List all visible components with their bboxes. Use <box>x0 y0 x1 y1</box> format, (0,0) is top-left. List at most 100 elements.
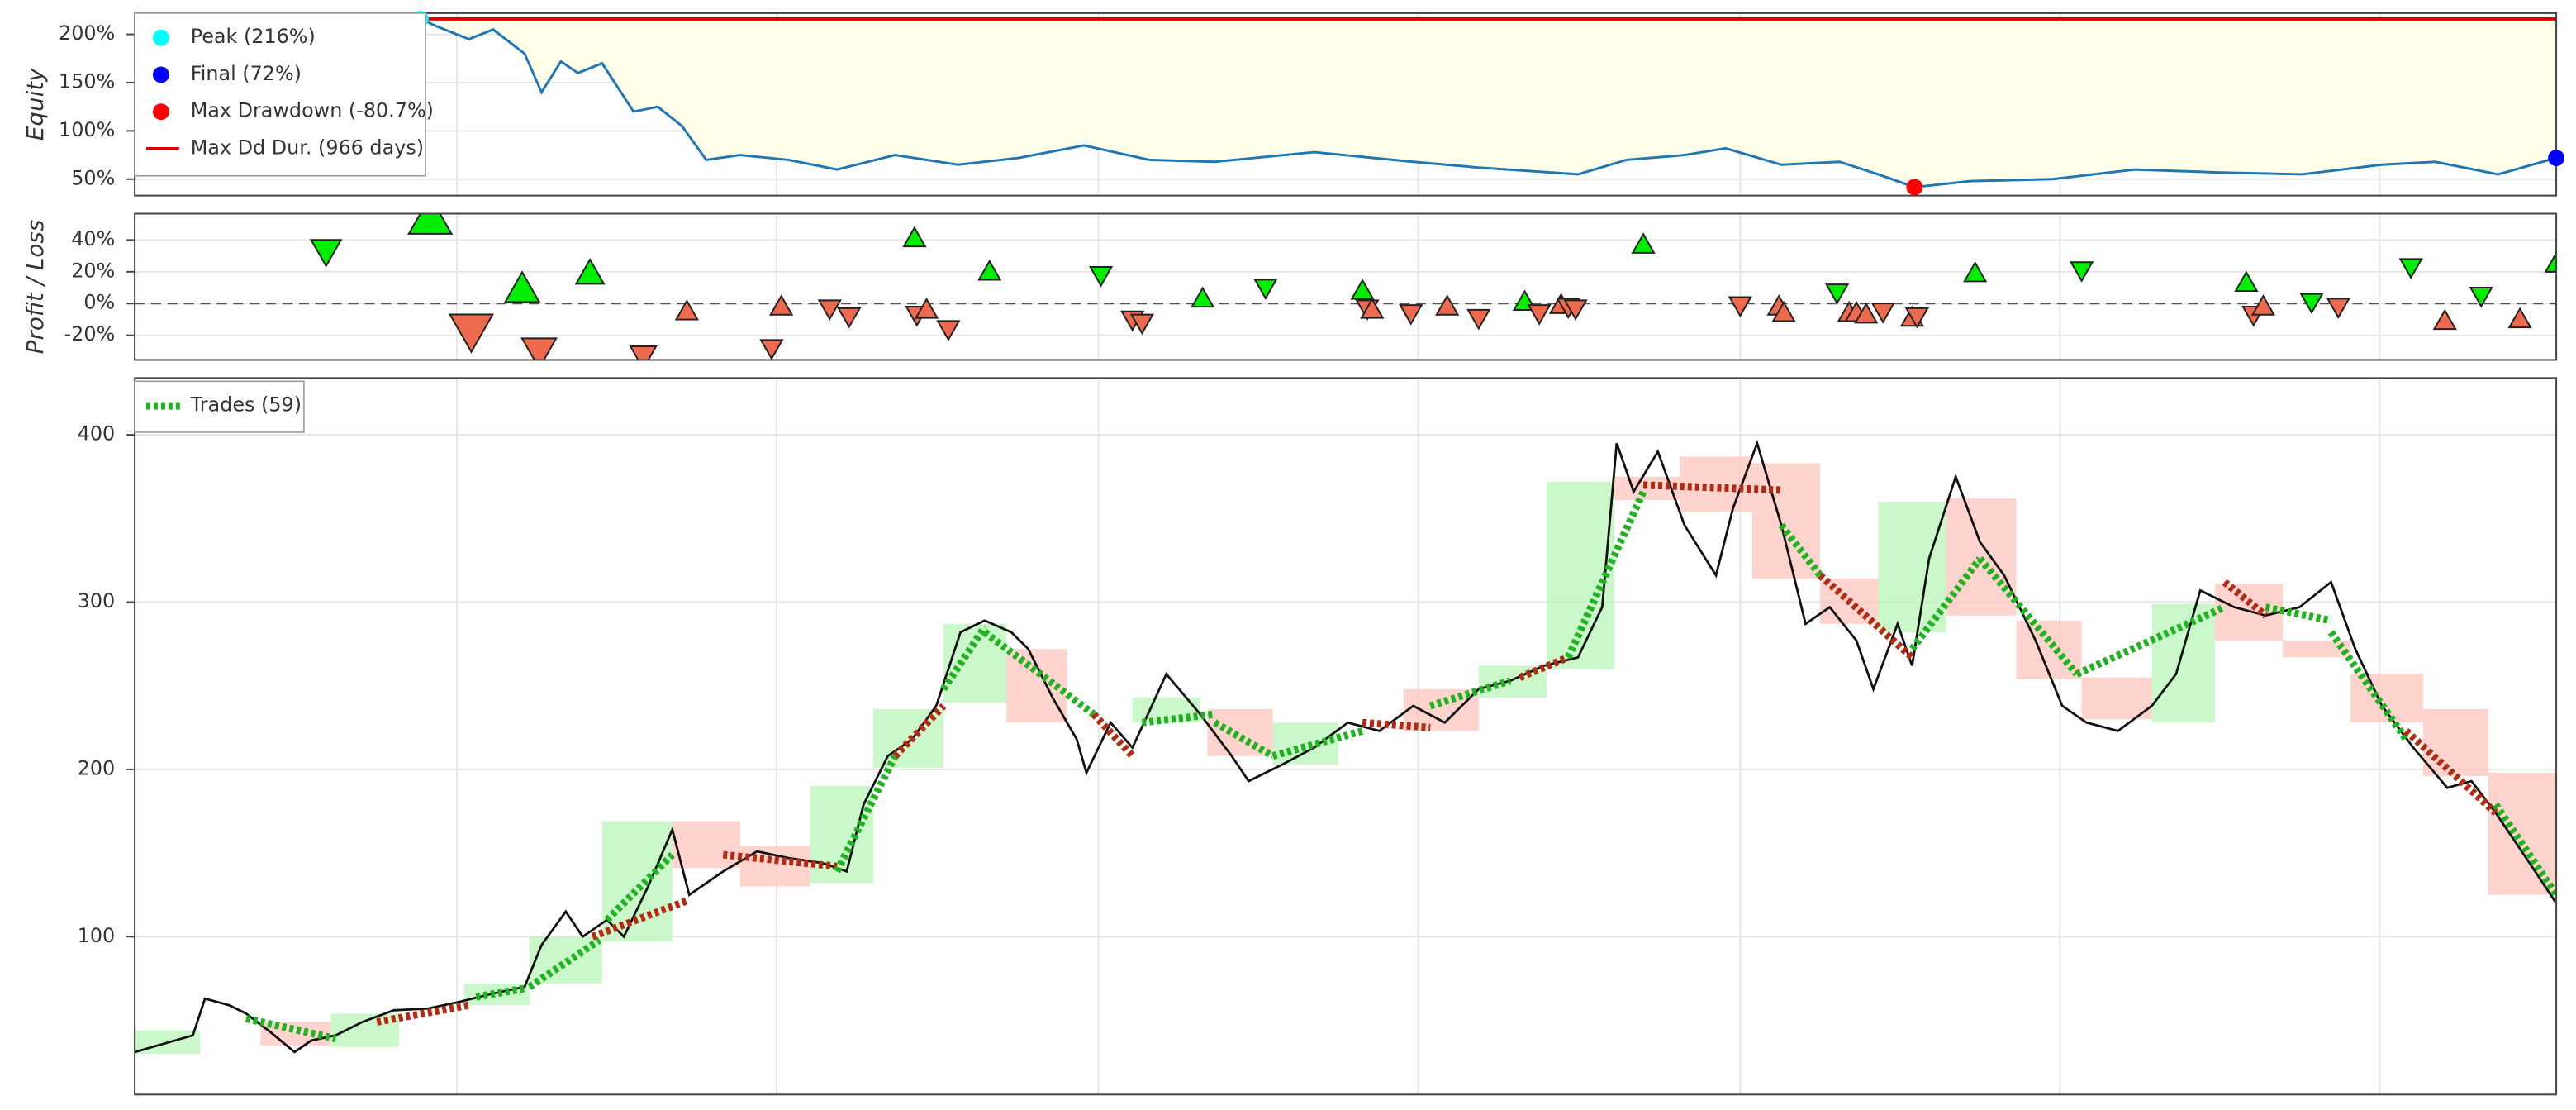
trade-line <box>2493 802 2557 898</box>
equity-line <box>135 17 2557 188</box>
plot-area <box>135 213 2557 360</box>
trade-pl-marker <box>1399 304 1423 326</box>
trade-line <box>940 625 988 692</box>
trade-pl-marker <box>448 313 495 354</box>
trade-pl-marker <box>1771 300 1796 322</box>
trade-pl-marker <box>1963 260 1988 283</box>
panel: 40% 20% 0% -20% Profit / Loss <box>21 212 2558 361</box>
trade-line <box>1091 712 1135 759</box>
drawdown-area <box>135 18 2557 188</box>
equity-point <box>1906 179 1923 196</box>
trade-line <box>982 629 1096 717</box>
trade-line <box>1642 481 1782 494</box>
trade-line <box>475 984 525 1001</box>
ohlc-box <box>1878 502 1946 632</box>
trade-line <box>604 851 675 923</box>
trade-line <box>2075 603 2227 678</box>
ohlc-box <box>1751 463 1821 579</box>
panel: 50% 100% 150% 200% Equity Peak (216%) Final (7… <box>21 10 2565 197</box>
trade-line <box>2403 728 2498 816</box>
trade-pl-marker <box>769 294 794 316</box>
trade-pl-marker <box>2299 293 2324 315</box>
trade-pl-marker <box>2544 251 2557 273</box>
trade-pl-marker <box>2234 270 2259 292</box>
y-tick-label: 400 <box>78 422 116 445</box>
trade-pl-marker <box>629 345 658 360</box>
legend-label: Max Dd Dur. (966 days) <box>191 136 424 159</box>
y-tick-label: 0% <box>83 291 115 314</box>
legend-label: Final (72%) <box>191 62 302 85</box>
trade-line <box>1362 718 1431 731</box>
trade-pl-marker <box>914 298 939 319</box>
legend: Trades (59) <box>134 380 305 433</box>
trade-line <box>2265 603 2332 625</box>
trade-line <box>1818 572 1915 660</box>
trade-line <box>1141 710 1215 727</box>
ohlc-box <box>2151 603 2215 723</box>
y-axis-label: Profit / Loss <box>21 220 49 355</box>
legend: Peak (216%) Final (72%) Max Drawdown (-80.… <box>134 12 434 177</box>
y-tick-label: 200 <box>78 756 116 779</box>
trade-pl-marker <box>2469 286 2493 308</box>
y-tick-label: 150% <box>59 69 115 93</box>
trade-pl-marker <box>309 239 343 268</box>
y-tick-label: -20% <box>64 322 116 345</box>
panel-border <box>134 377 2558 1096</box>
trade-line <box>1565 490 1647 660</box>
y-axis-label: Equity <box>21 68 49 141</box>
legend-symbol <box>152 103 169 121</box>
trade-line <box>1271 727 1364 760</box>
trade-pl-marker <box>1466 308 1491 331</box>
overlay: Peak (216%) Final (72%) Max Drawdown (-80.… <box>134 10 2565 196</box>
y-tick-label: 20% <box>71 259 115 282</box>
ohlc-box <box>2282 641 2350 658</box>
plot-area <box>135 439 2557 1054</box>
y-tick-label: 300 <box>78 589 116 612</box>
trade-pl-marker <box>817 299 842 321</box>
trade-pl-marker <box>977 259 1002 281</box>
trade-pl-marker <box>520 337 558 360</box>
overlay: Trades (59) <box>134 380 305 433</box>
trade-line <box>2222 579 2269 619</box>
legend-symbol <box>152 66 169 83</box>
trade-line <box>1778 522 1823 578</box>
trade-pl-marker <box>574 257 606 285</box>
trade-line <box>527 936 602 990</box>
trade-pl-marker <box>407 213 454 235</box>
trade-pl-marker <box>1088 265 1114 288</box>
trade-pl-marker <box>2507 307 2532 329</box>
trade-pl-marker <box>2069 261 2094 283</box>
ohlc-box <box>601 821 673 942</box>
trade-pl-marker <box>1253 279 1278 300</box>
trade-line <box>1428 677 1512 710</box>
trade-pl-marker <box>1129 313 1155 336</box>
trade-line <box>1213 719 1275 760</box>
trade-line <box>1977 556 2080 677</box>
trade-pl-marker <box>1870 303 1895 324</box>
legend-label: Max Drawdown (-80.7%) <box>191 99 434 122</box>
ohlc-box <box>1946 498 2017 616</box>
trade-pl-marker <box>1435 294 1460 316</box>
trade-pl-marker <box>2326 298 2350 320</box>
trade-pl-marker <box>902 226 927 248</box>
y-tick-label: 200% <box>59 21 115 45</box>
trade-pl-marker <box>1563 299 1588 321</box>
trade-pl-marker <box>1854 302 1879 324</box>
y-tick-label: 50% <box>71 166 115 189</box>
trade-pl-marker <box>674 298 700 321</box>
ohlc-box <box>1272 722 1338 765</box>
trade-pl-marker <box>837 307 862 329</box>
ohlc-box <box>739 846 810 887</box>
price-line <box>135 439 2557 1054</box>
trade-pl-marker <box>503 270 541 303</box>
legend-label: Trades (59) <box>190 393 302 417</box>
y-tick-label: 100% <box>59 118 115 141</box>
y-tick-label: 40% <box>71 227 115 250</box>
ohlc-box <box>672 821 740 869</box>
legend-box <box>134 12 426 177</box>
y-tick-label: 100 <box>78 924 116 947</box>
trade-pl-marker <box>2250 294 2276 316</box>
